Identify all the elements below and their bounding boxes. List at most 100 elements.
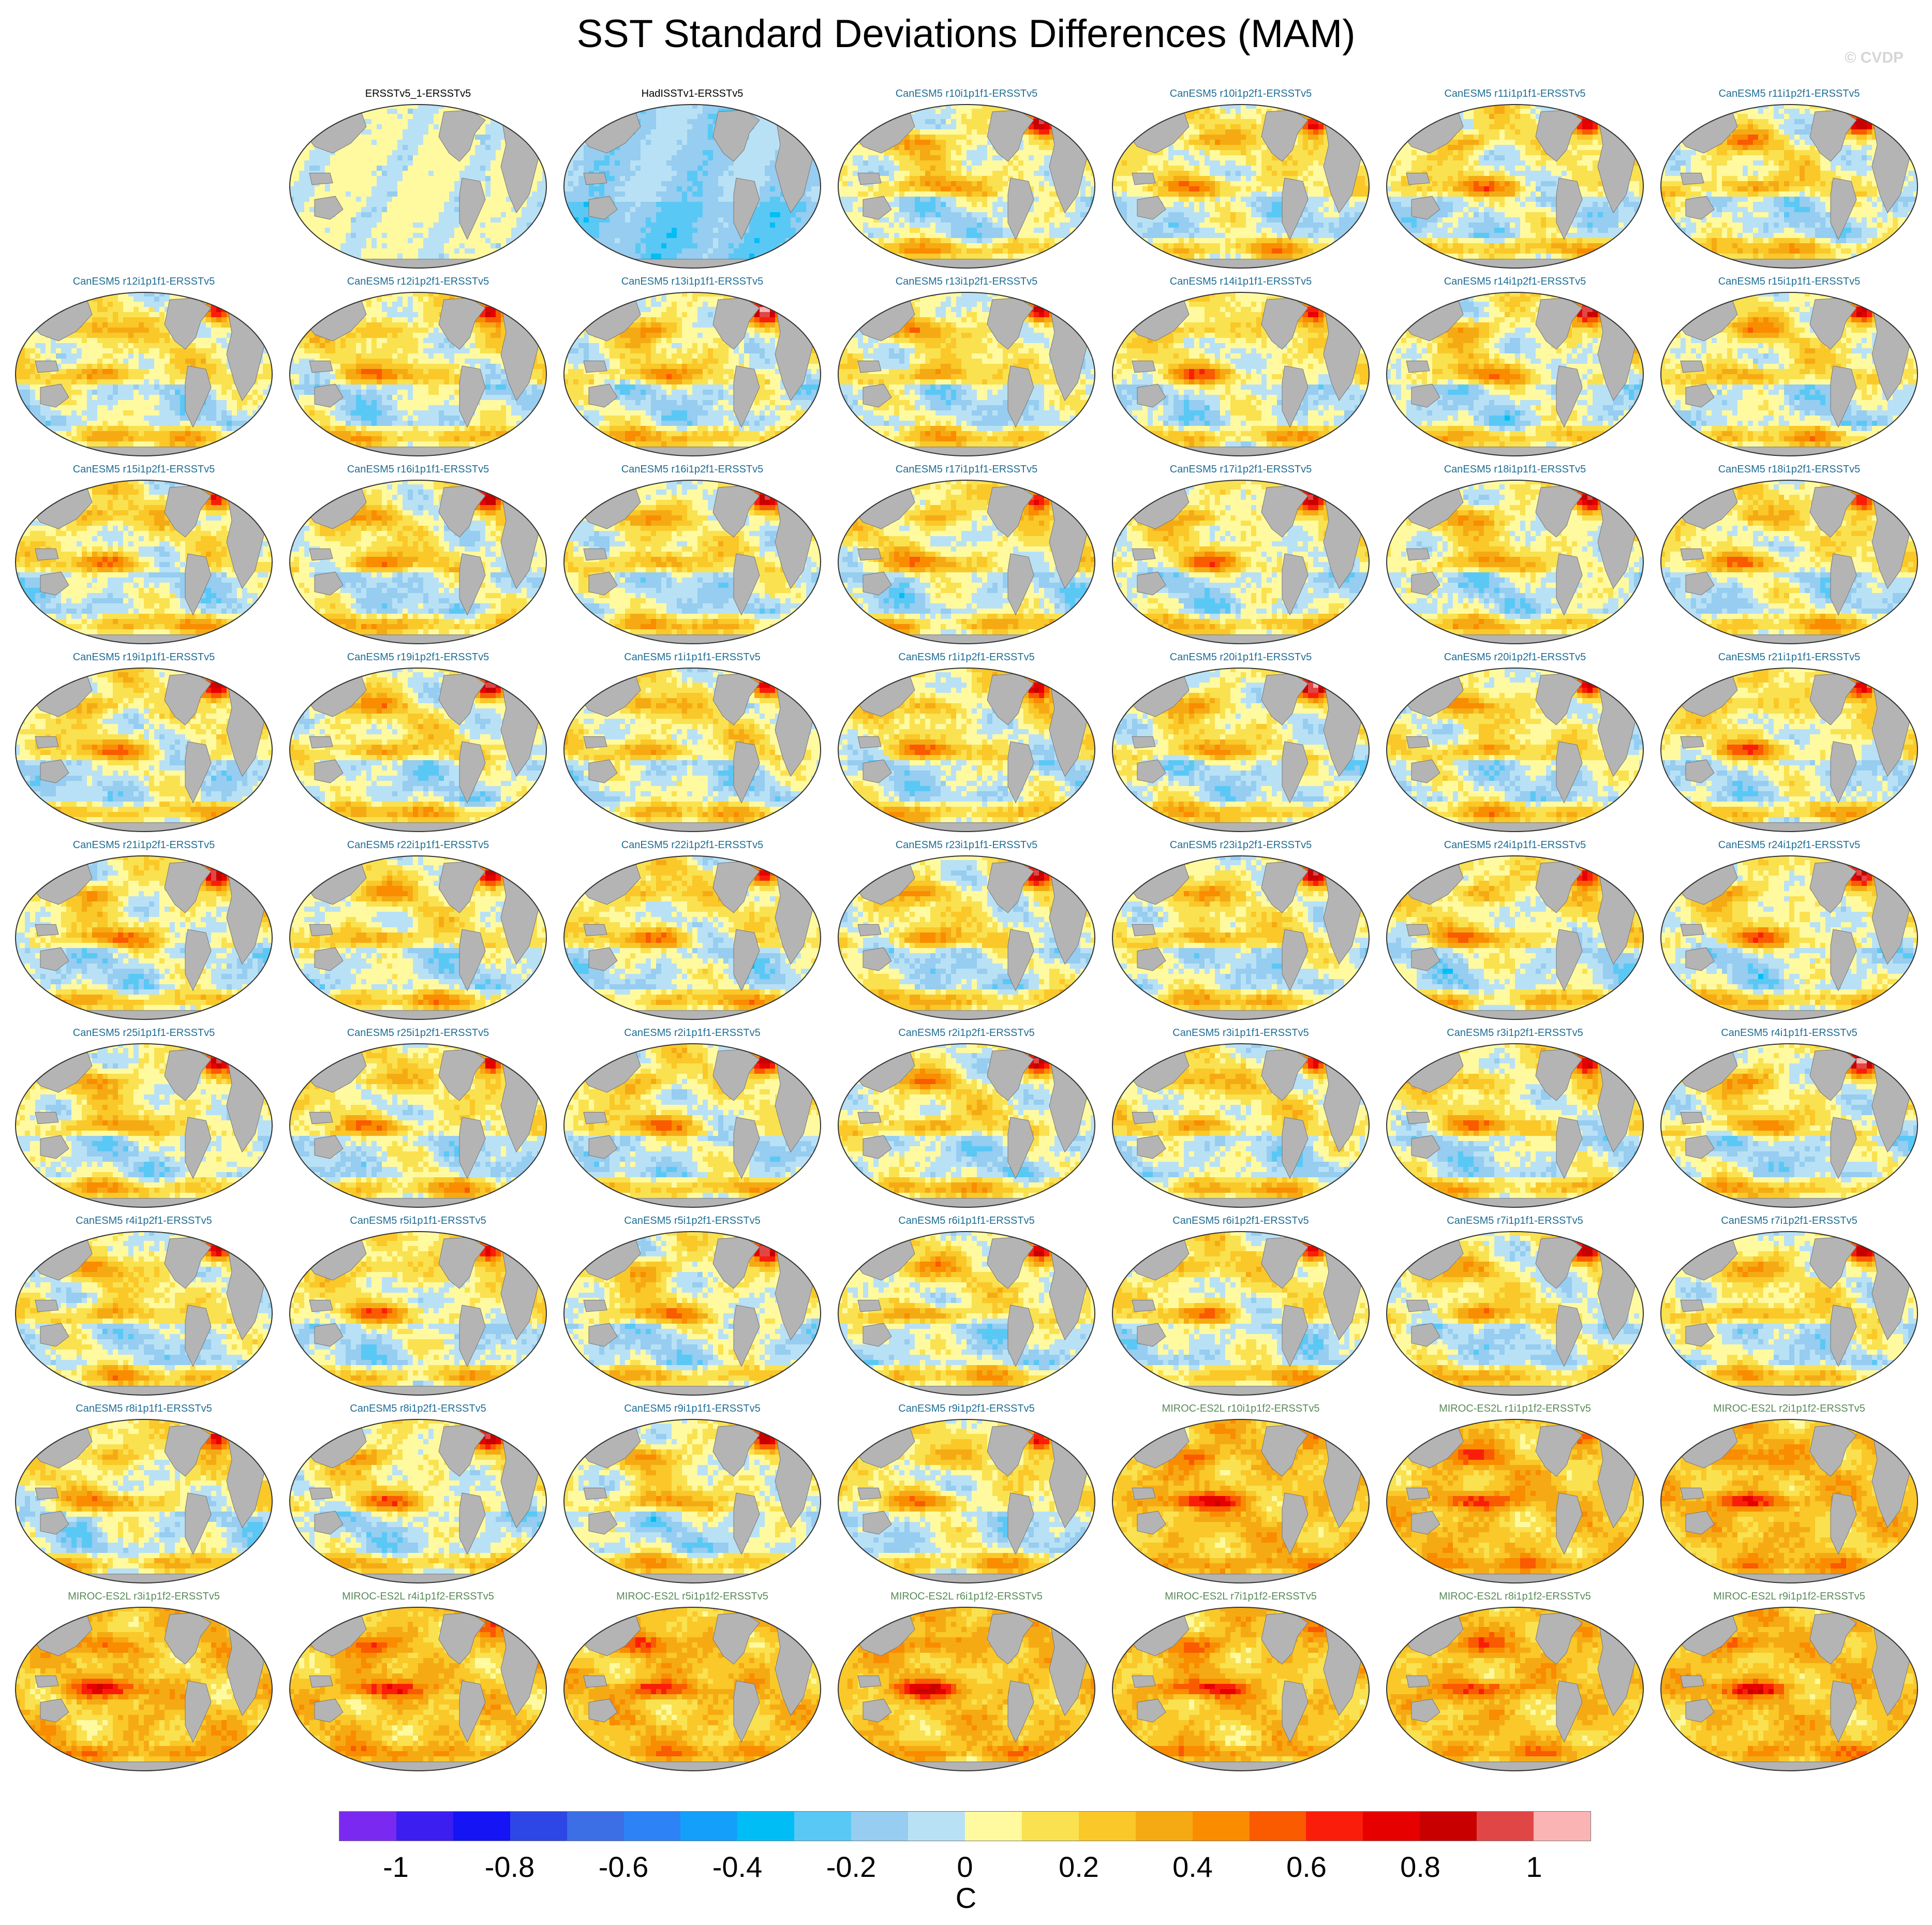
sst-cell [423, 166, 429, 171]
sst-cell [1003, 238, 1008, 244]
sst-cell [454, 233, 460, 239]
sst-cell [1013, 166, 1019, 171]
sst-cell [599, 114, 605, 120]
sst-cell [340, 160, 346, 166]
sst-cell [594, 248, 600, 254]
sst-cell [434, 155, 439, 161]
sst-cell [423, 129, 429, 135]
sst-cell [992, 155, 998, 161]
sst-cell [351, 160, 356, 166]
sst-cell [760, 207, 765, 213]
sst-cell [1008, 243, 1014, 249]
sst-cell [713, 181, 719, 187]
sst-cell [1054, 233, 1060, 239]
sst-cell [1065, 119, 1071, 125]
sst-cell [718, 186, 724, 192]
sst-cell [584, 150, 589, 156]
sst-cell [951, 223, 957, 228]
sst-cell [972, 119, 977, 125]
sst-cell [925, 217, 931, 223]
sst-cell [920, 135, 926, 140]
sst-cell [951, 191, 957, 197]
sst-cell [863, 186, 869, 192]
sst-cell [935, 176, 941, 182]
sst-cell [304, 181, 310, 187]
sst-cell [982, 197, 988, 202]
sst-cell [765, 145, 770, 151]
sst-cell [465, 171, 470, 176]
sst-cell [304, 191, 310, 197]
sst-cell [563, 223, 569, 228]
sst-cell [760, 166, 765, 171]
sst-cell [413, 135, 419, 140]
sst-cell [656, 233, 662, 239]
sst-cell [848, 243, 853, 249]
sst-cell [967, 186, 972, 192]
sst-cell [1173, 103, 1179, 109]
sst-cell [403, 238, 408, 244]
sst-cell [568, 129, 574, 135]
sst-cell [651, 135, 657, 140]
sst-cell [1360, 109, 1365, 114]
sst-cell [366, 114, 372, 120]
sst-cell [1355, 109, 1360, 114]
sst-cell [682, 160, 688, 166]
sst-cell [697, 166, 703, 171]
sst-cell [1003, 197, 1008, 202]
sst-cell [785, 109, 791, 114]
sst-cell [682, 135, 688, 140]
sst-cell [744, 238, 750, 244]
sst-cell [666, 150, 672, 156]
sst-cell [604, 259, 610, 264]
sst-cell [754, 223, 760, 228]
sst-cell [599, 166, 605, 171]
sst-cell [946, 145, 952, 151]
sst-cell [1153, 109, 1158, 114]
sst-cell [309, 264, 315, 269]
sst-cell [941, 207, 946, 213]
sst-cell [806, 259, 812, 264]
sst-cell [1054, 109, 1060, 114]
sst-cell [889, 228, 895, 233]
sst-cell [951, 248, 957, 254]
sst-cell [335, 181, 341, 187]
sst-cell [946, 171, 952, 176]
sst-cell [961, 129, 967, 135]
sst-cell [672, 186, 677, 192]
sst-cell [289, 207, 294, 213]
sst-cell [703, 243, 708, 249]
sst-cell [537, 124, 543, 130]
sst-cell [299, 109, 305, 114]
sst-cell [682, 202, 688, 208]
sst-cell [765, 103, 770, 109]
sst-cell [651, 238, 657, 244]
sst-cell [858, 150, 864, 156]
sst-cell [687, 207, 693, 213]
sst-cell [910, 217, 915, 223]
sst-cell [413, 140, 419, 145]
sst-cell [760, 109, 765, 114]
sst-cell [661, 171, 667, 176]
sst-cell [915, 119, 920, 125]
sst-cell [723, 254, 729, 259]
sst-cell [987, 212, 993, 218]
sst-cell [1324, 103, 1329, 109]
sst-cell [413, 109, 419, 114]
sst-cell [537, 254, 543, 259]
sst-cell [610, 191, 615, 197]
sst-cell [697, 186, 703, 192]
sst-cell [682, 114, 688, 120]
sst-cell [811, 129, 817, 135]
sst-cell [496, 233, 501, 239]
sst-cell [532, 186, 538, 192]
sst-cell [320, 191, 325, 197]
sst-cell [894, 191, 900, 197]
sst-cell [377, 186, 382, 192]
sst-cell [682, 186, 688, 192]
sst-cell [904, 202, 910, 208]
sst-cell [946, 109, 952, 114]
sst-cell [666, 191, 672, 197]
sst-cell [366, 103, 372, 109]
sst-cell [294, 119, 300, 125]
sst-cell [568, 202, 574, 208]
